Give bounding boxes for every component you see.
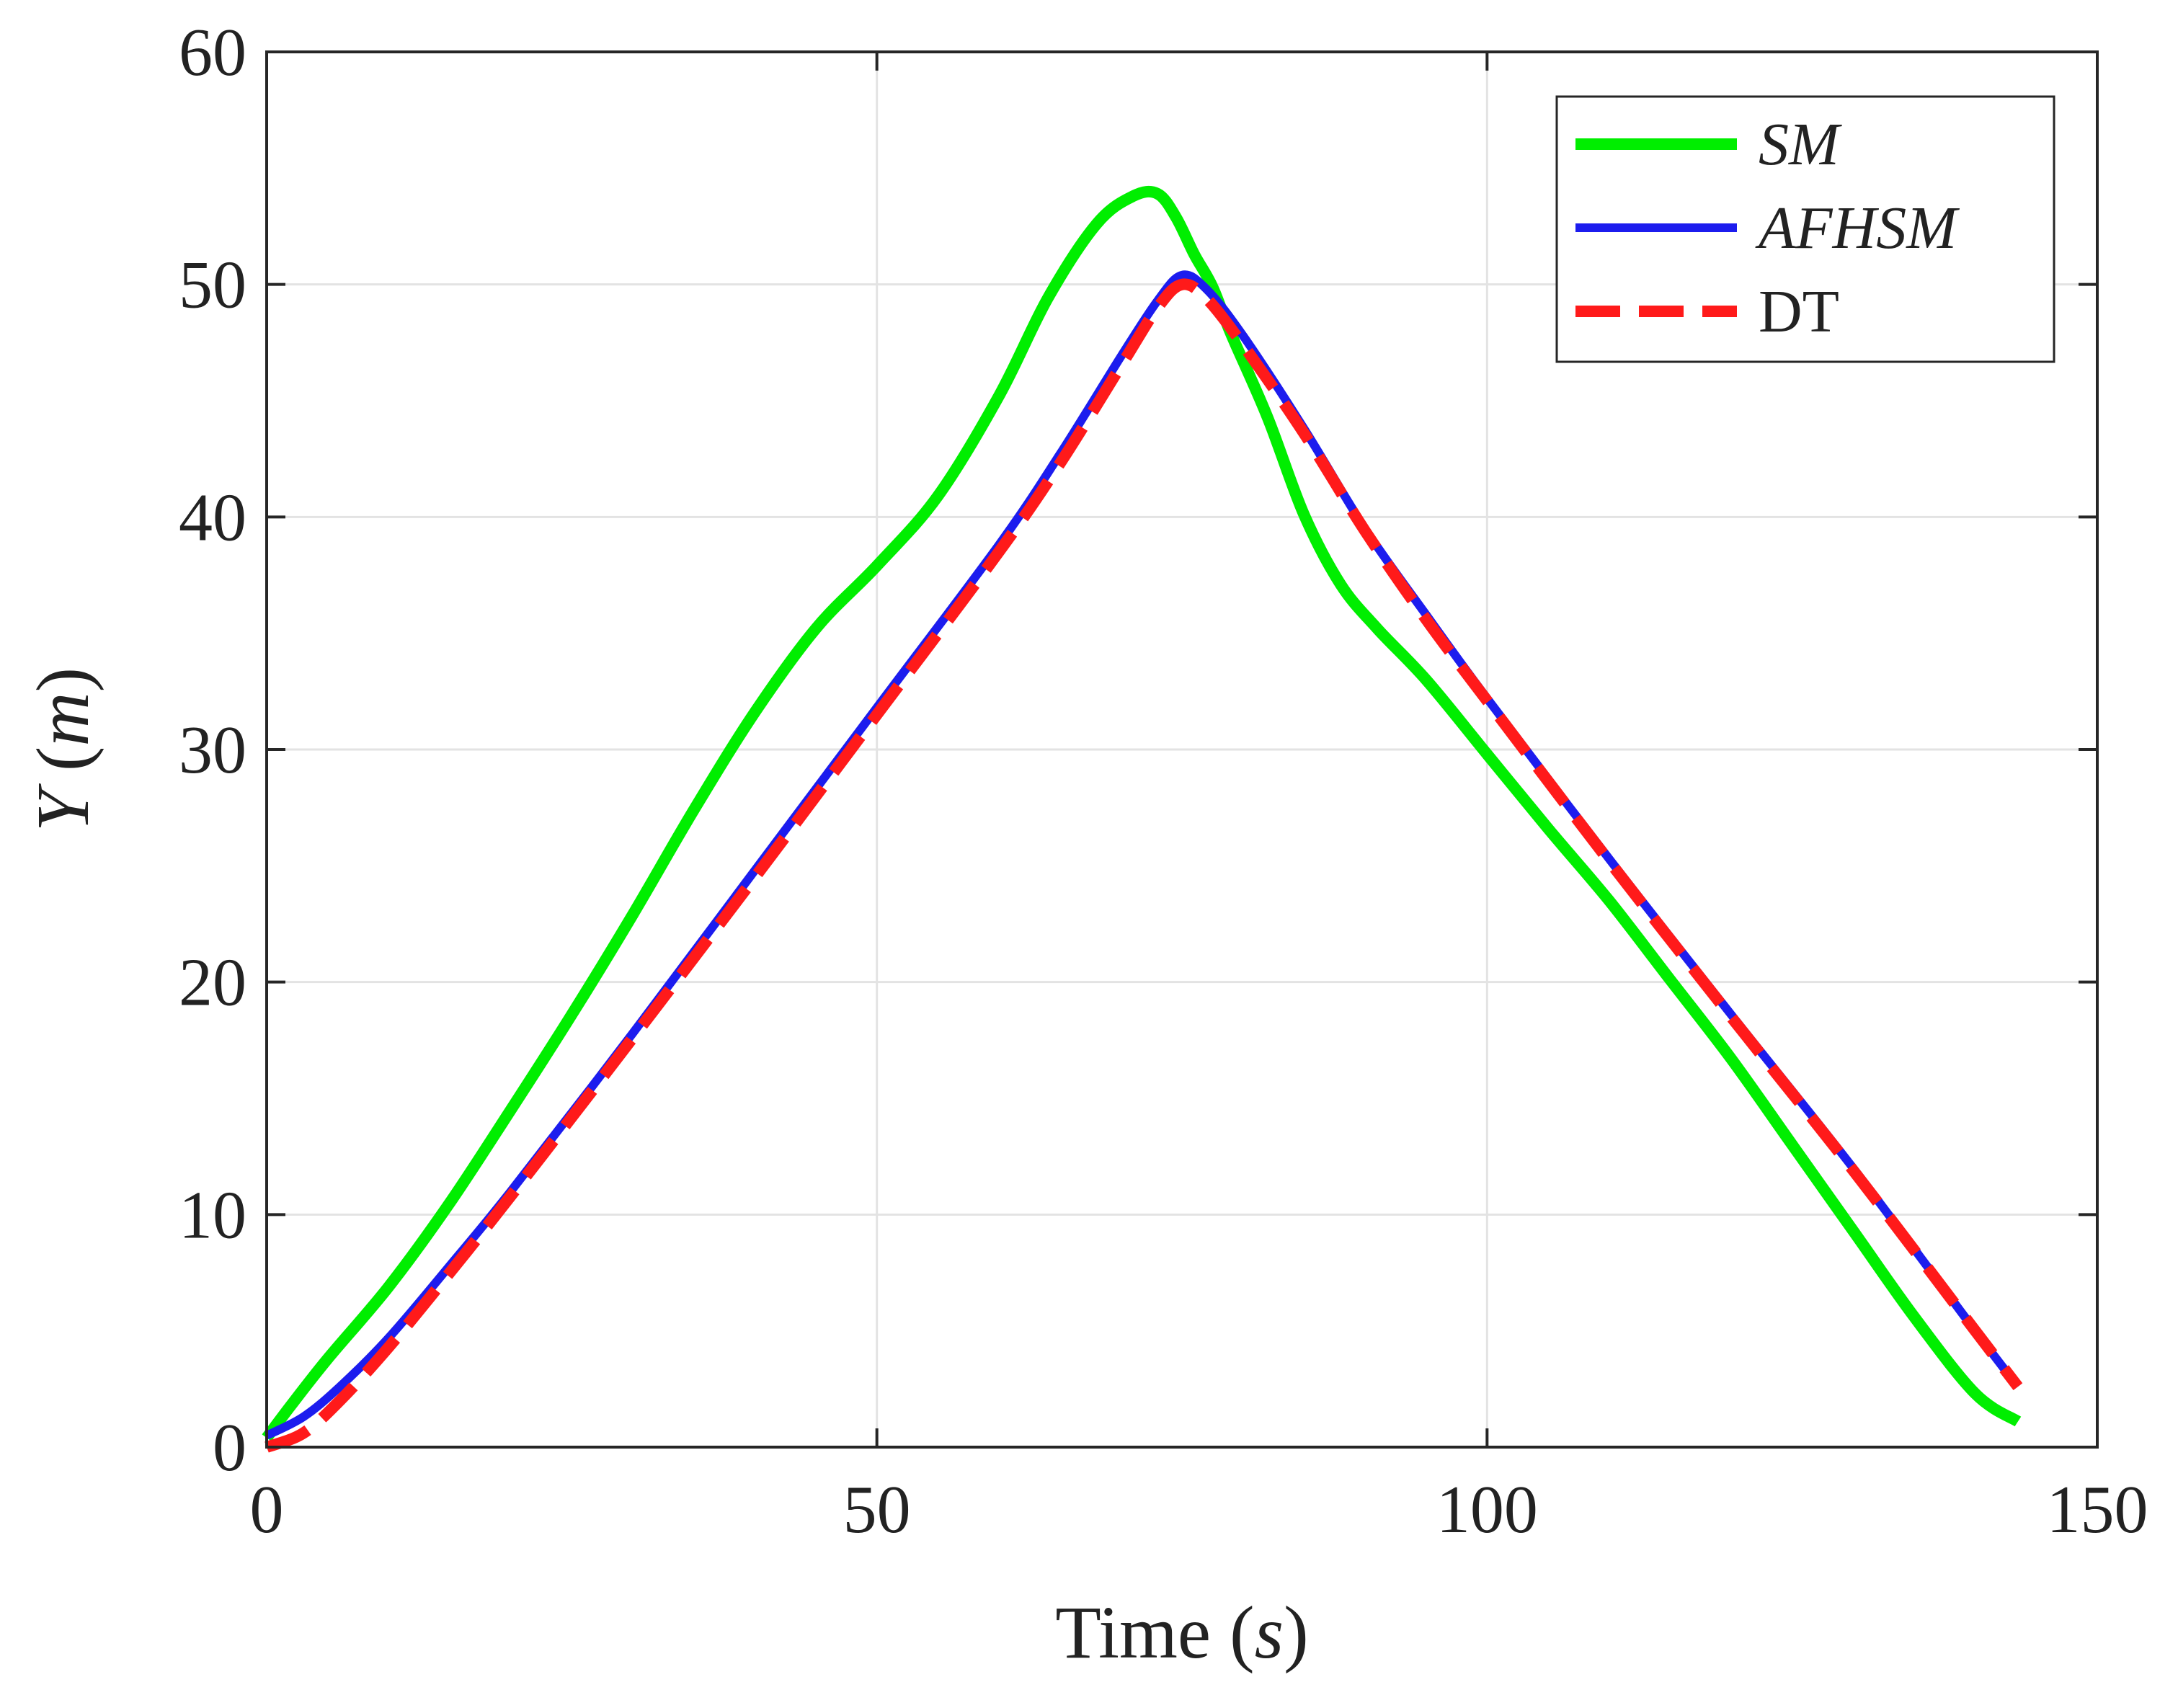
- y-tick-label: 50: [179, 248, 246, 323]
- y-tick-label: 40: [179, 480, 246, 555]
- y-axis-label-open-paren: (: [22, 747, 105, 791]
- y-tick-label: 10: [179, 1178, 246, 1253]
- legend-label-dt: DT: [1759, 278, 1839, 345]
- y-tick-label: 30: [179, 713, 246, 788]
- y-tick-label: 60: [179, 15, 246, 90]
- series-lines: [262, 185, 2023, 1453]
- legend: SM AFHSM DT: [1555, 95, 2055, 363]
- x-tick-label: 50: [843, 1472, 911, 1547]
- x-tick-label: 150: [2047, 1472, 2148, 1547]
- y-axis-label-var: Y: [22, 783, 105, 832]
- x-tick-label: 0: [250, 1472, 284, 1547]
- x-axis-label-open-paren: (: [1211, 1591, 1255, 1674]
- legend-label-afhsm: AFHSM: [1755, 195, 1960, 262]
- y-axis-label-close-paren: ): [22, 667, 105, 693]
- y-tick-label: 0: [213, 1410, 246, 1485]
- ticks: 0 50 100 150 0 10 20 30 40 50 60: [179, 15, 2148, 1547]
- y-tick-label: 20: [179, 946, 246, 1020]
- series-line-dt: [265, 278, 2023, 1453]
- y-axis-label-unit: m: [22, 693, 105, 747]
- x-tick-label: 100: [1436, 1472, 1538, 1547]
- x-axis-label: Time (s): [1055, 1591, 1309, 1674]
- x-axis-label-close-paren: ): [1284, 1591, 1309, 1674]
- x-axis-label-main: Time: [1055, 1591, 1211, 1674]
- series-line-sm: [262, 185, 2022, 1441]
- y-axis-label: Y (m): [22, 667, 105, 832]
- legend-label-sm: SM: [1759, 111, 1842, 178]
- x-axis-label-unit: s: [1255, 1591, 1284, 1674]
